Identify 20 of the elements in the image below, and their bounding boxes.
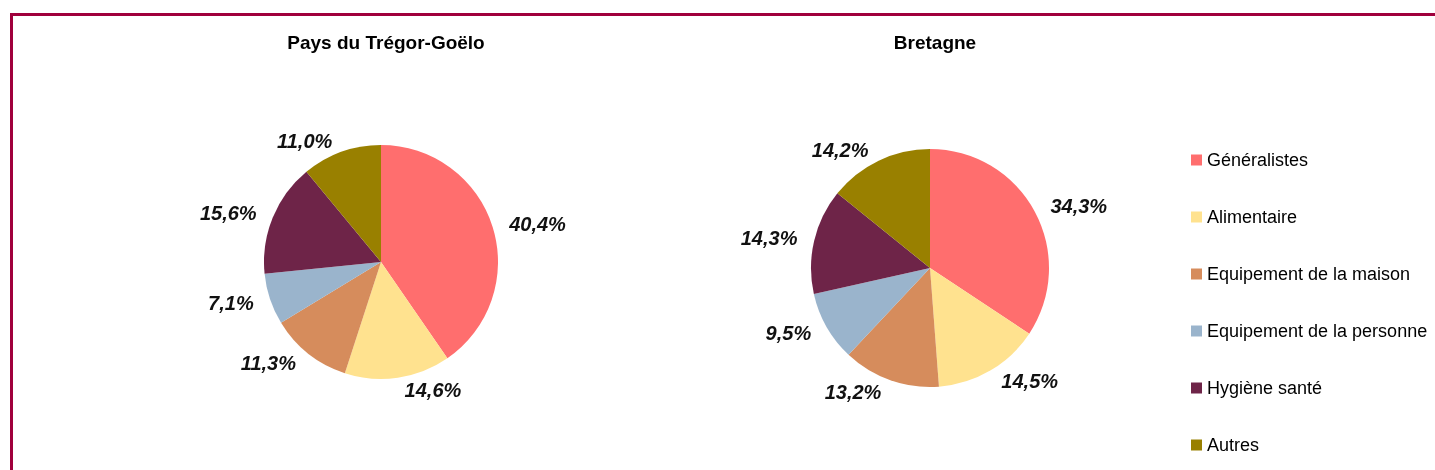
data-label: 11,0%: [277, 129, 333, 152]
legend-label: Généralistes: [1207, 150, 1309, 170]
data-label: 14,5%: [1001, 369, 1059, 392]
slice-label: Pays du Trégor-Goëlo: [287, 32, 485, 53]
legend-label: Alimentaire: [1207, 207, 1298, 227]
data-label: 40,4%: [508, 212, 567, 235]
legend-label: Equipement de la personne: [1207, 321, 1428, 341]
data-label: 14,3%: [740, 227, 798, 250]
data-label: 11,3%: [240, 352, 297, 375]
data-label: 14,2%: [811, 138, 869, 161]
data-label: 7,1%: [208, 292, 254, 315]
legend-label: Hygiène santé: [1207, 378, 1323, 398]
data-label: 15,6%: [199, 202, 257, 225]
data-label: 9,5%: [765, 321, 812, 344]
legend-label: Autres: [1207, 435, 1260, 455]
data-label: 13,2%: [824, 380, 882, 403]
data-label: 34,3%: [1050, 194, 1108, 217]
data-label: 14,6%: [404, 378, 462, 401]
slice-label: Bretagne: [893, 32, 977, 53]
legend-label: Equipement de la maison: [1207, 264, 1411, 284]
